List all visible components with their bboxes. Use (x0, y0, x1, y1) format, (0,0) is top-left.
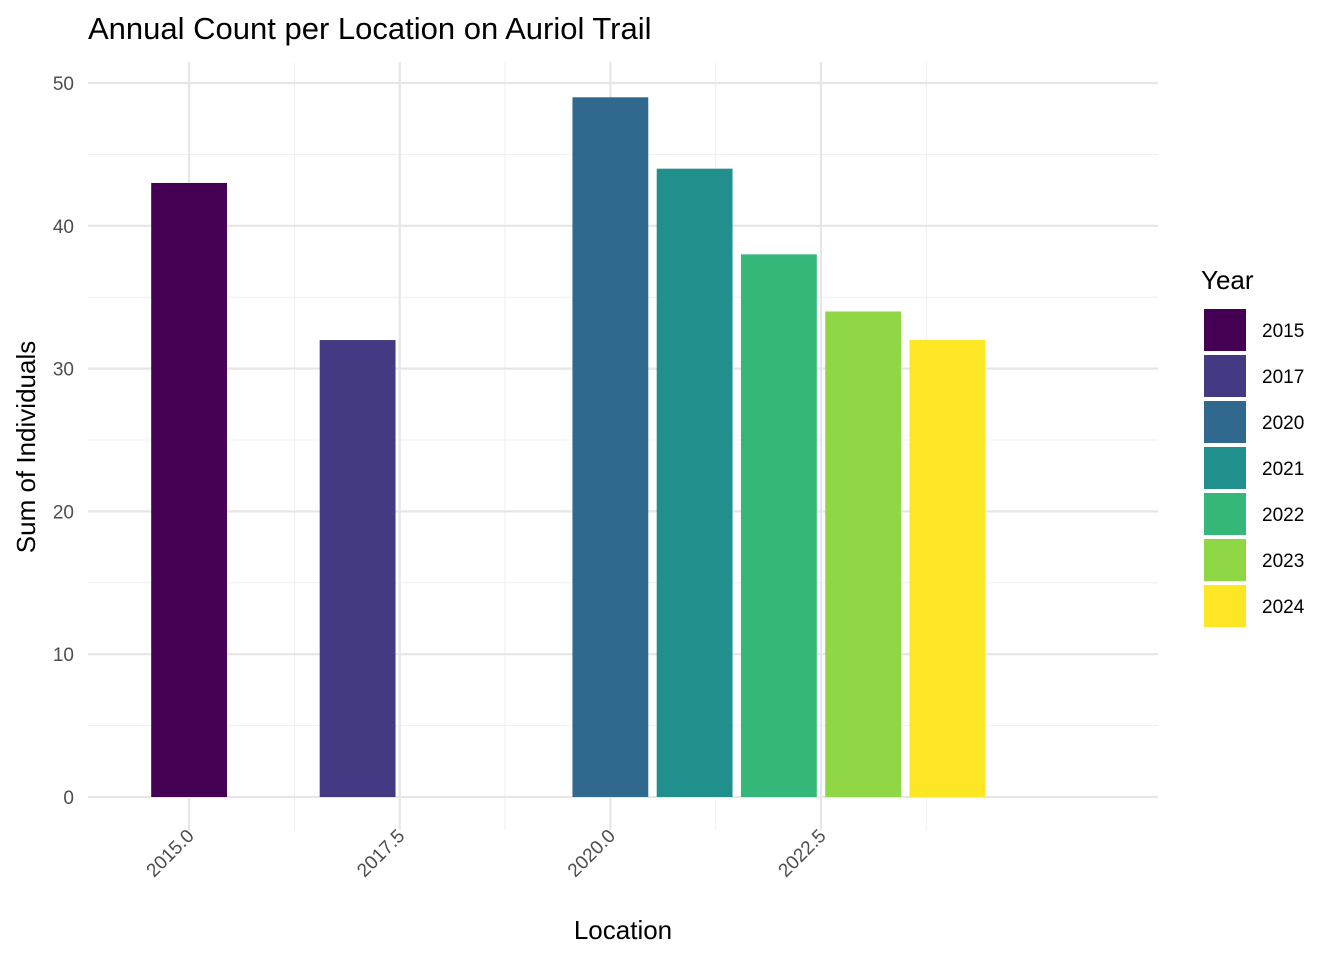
legend-key-2020 (1204, 401, 1246, 443)
x-axis-title: Location (574, 915, 672, 945)
y-tick-label: 40 (53, 217, 74, 238)
bar-2023 (825, 311, 902, 797)
legend-key-2015 (1204, 309, 1246, 351)
y-axis-title: Sum of Individuals (11, 341, 41, 553)
bar-2020 (572, 97, 649, 797)
bars (151, 97, 986, 798)
x-tick-label: 2015.0 (143, 826, 199, 882)
legend-key-2023 (1204, 539, 1246, 581)
y-axis-ticks: 0 10 20 30 40 50 (53, 74, 74, 809)
bar-2015 (151, 182, 228, 797)
y-tick-label: 0 (63, 788, 74, 809)
legend-title: Year (1201, 265, 1254, 295)
legend: Year 2015 2017 2020 2021 2022 2023 2024 (1201, 265, 1305, 627)
bar-2022 (740, 254, 817, 798)
bar-2017 (319, 340, 396, 797)
legend-label: 2024 (1262, 597, 1305, 618)
legend-key-2017 (1204, 355, 1246, 397)
x-tick-label: 2020.0 (564, 826, 620, 882)
legend-label: 2022 (1262, 505, 1304, 526)
legend-label: 2023 (1262, 551, 1304, 572)
x-tick-label: 2022.5 (775, 826, 831, 882)
legend-label: 2015 (1262, 321, 1304, 342)
y-tick-label: 50 (53, 74, 74, 95)
bar-2024 (909, 340, 986, 797)
x-tick-label: 2017.5 (353, 826, 409, 882)
x-axis-ticks: 2015.0 2017.5 2020.0 2022.5 (143, 826, 831, 882)
legend-label: 2017 (1262, 367, 1304, 388)
bar-2021 (656, 168, 733, 797)
legend-label: 2021 (1262, 459, 1304, 480)
y-tick-label: 20 (53, 502, 74, 523)
legend-key-2022 (1204, 493, 1246, 535)
legend-label: 2020 (1262, 413, 1304, 434)
chart-title: Annual Count per Location on Auriol Trai… (88, 11, 652, 46)
y-tick-label: 10 (53, 645, 74, 666)
legend-key-2024 (1204, 585, 1246, 627)
legend-key-2021 (1204, 447, 1246, 489)
y-tick-label: 30 (53, 360, 74, 381)
